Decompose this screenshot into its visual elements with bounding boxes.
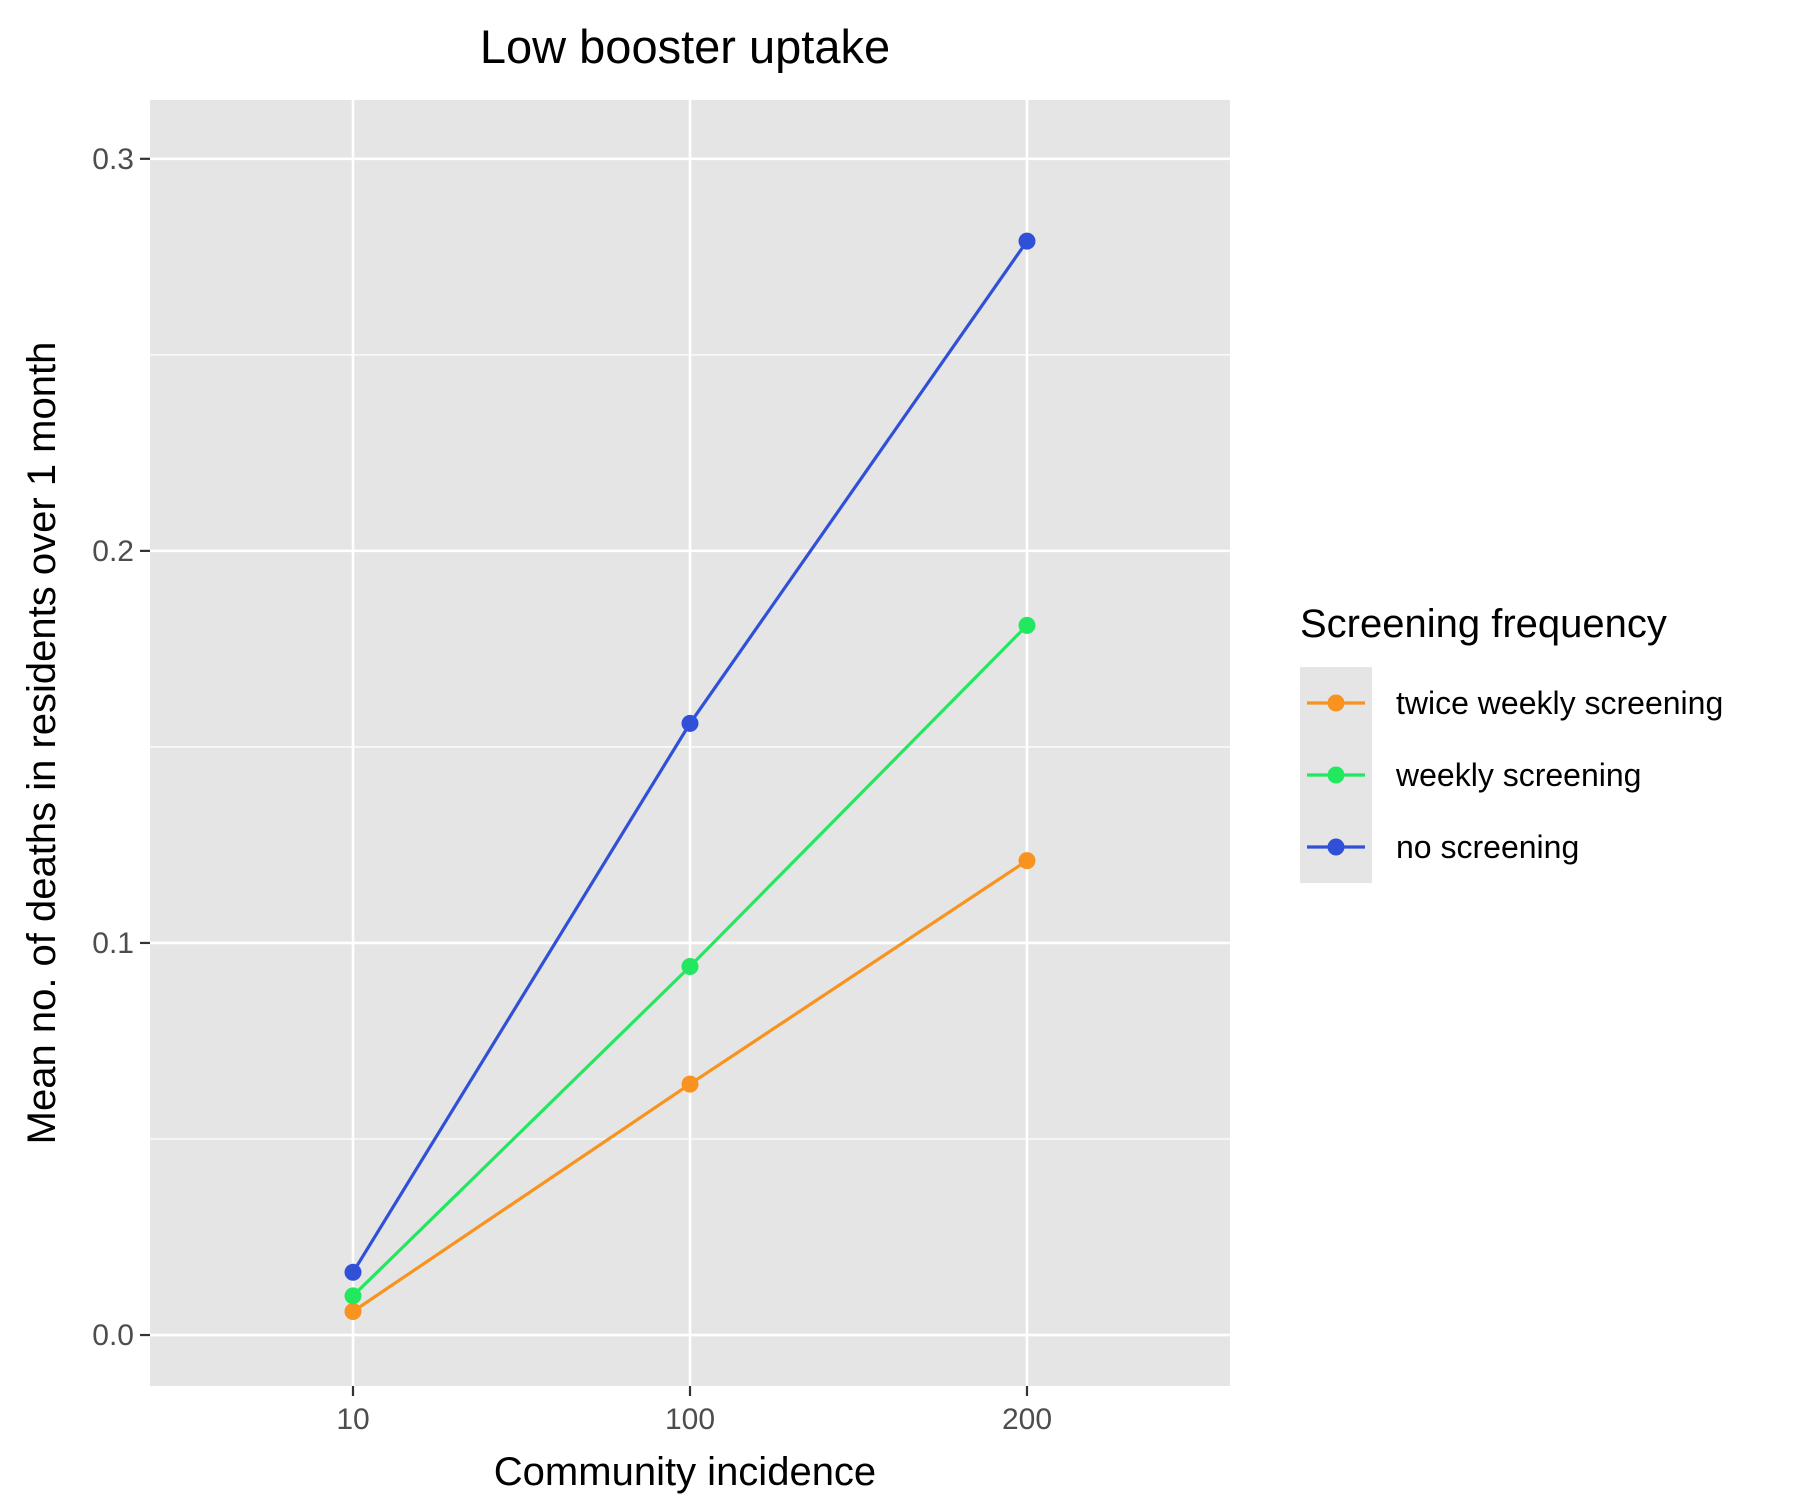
axes: 0.0 0.1 0.2 0.3 10 100 200: [92, 143, 1052, 1436]
x-axis-title: Community incidence: [494, 1450, 876, 1494]
data-point: [344, 1263, 362, 1281]
x-tick-label: 100: [665, 1403, 715, 1436]
legend-label: twice weekly screening: [1396, 685, 1723, 721]
x-tick-label: 200: [1002, 1403, 1052, 1436]
data-point: [344, 1287, 362, 1305]
y-tick-label: 0.2: [92, 535, 134, 568]
data-point: [681, 957, 699, 975]
x-tick-label: 10: [336, 1403, 369, 1436]
y-axis-title: Mean no. of deaths in residents over 1 m…: [20, 342, 64, 1145]
legend-label: no screening: [1396, 829, 1579, 865]
legend: Screening frequency twice weekly screenin…: [1300, 602, 1723, 883]
legend-key-point: [1327, 838, 1345, 856]
data-point: [1018, 616, 1036, 634]
series-layer: [344, 232, 1036, 1321]
y-tick-label: 0.1: [92, 927, 134, 960]
y-tick-label: 0.0: [92, 1319, 134, 1352]
legend-key-point: [1327, 694, 1345, 712]
legend-label: weekly screening: [1395, 757, 1641, 793]
data-point: [1018, 852, 1036, 870]
data-point: [344, 1303, 362, 1321]
chart-title: Low booster uptake: [480, 20, 890, 73]
y-tick-label: 0.3: [92, 143, 134, 176]
data-point: [681, 714, 699, 732]
grid-lines: [150, 100, 1230, 1386]
legend-key-point: [1327, 766, 1345, 784]
data-point: [681, 1075, 699, 1093]
legend-title: Screening frequency: [1300, 602, 1667, 646]
data-point: [1018, 232, 1036, 250]
